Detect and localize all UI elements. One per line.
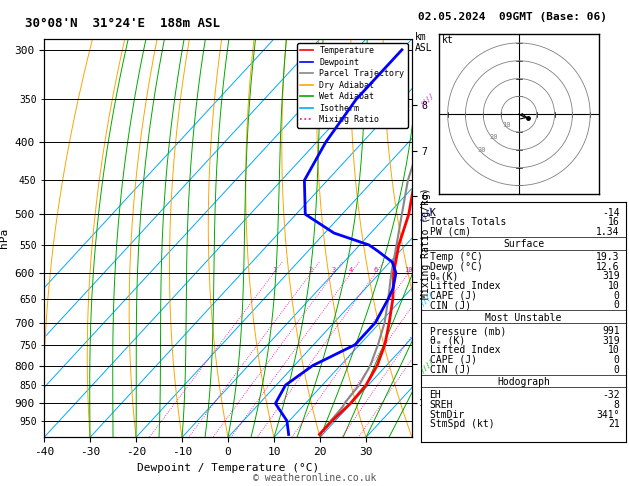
Text: -14: -14 [602, 208, 620, 218]
Text: 12.6: 12.6 [596, 261, 620, 272]
Text: 1.34: 1.34 [596, 227, 620, 237]
Text: Temp (°C): Temp (°C) [430, 252, 482, 262]
X-axis label: Dewpoint / Temperature (°C): Dewpoint / Temperature (°C) [137, 463, 319, 473]
Text: 6: 6 [374, 267, 378, 273]
Text: 19.3: 19.3 [596, 252, 620, 262]
Text: 21: 21 [608, 419, 620, 429]
Text: Lifted Index: Lifted Index [430, 281, 500, 291]
Text: 20: 20 [490, 134, 498, 140]
Text: 341°: 341° [596, 410, 620, 419]
Text: 1: 1 [272, 267, 276, 273]
Text: PW (cm): PW (cm) [430, 227, 470, 237]
Text: 30: 30 [477, 147, 486, 153]
Text: Hodograph: Hodograph [497, 377, 550, 387]
Text: 10: 10 [404, 267, 413, 273]
Text: EH: EH [430, 390, 442, 400]
Text: ////: //// [420, 206, 436, 223]
Text: 0: 0 [614, 355, 620, 365]
Text: 10: 10 [608, 346, 620, 355]
Text: km
ASL: km ASL [415, 32, 433, 53]
Text: 1LCL: 1LCL [419, 399, 439, 408]
Text: Most Unstable: Most Unstable [486, 312, 562, 323]
Text: 319: 319 [602, 336, 620, 346]
Text: ////: //// [420, 291, 436, 307]
Text: ////: //// [420, 357, 436, 374]
Text: kt: kt [442, 35, 454, 45]
Text: CAPE (J): CAPE (J) [430, 355, 477, 365]
Text: 10: 10 [608, 281, 620, 291]
Text: 991: 991 [602, 326, 620, 336]
Text: Surface: Surface [503, 239, 544, 249]
Text: K: K [430, 208, 435, 218]
Text: Pressure (mb): Pressure (mb) [430, 326, 506, 336]
Text: θₑ (K): θₑ (K) [430, 336, 465, 346]
Text: 2: 2 [309, 267, 313, 273]
Text: ////: //// [420, 91, 436, 107]
Text: CIN (J): CIN (J) [430, 364, 470, 375]
Text: Dewp (°C): Dewp (°C) [430, 261, 482, 272]
Text: 319: 319 [602, 271, 620, 281]
Text: StmSpd (kt): StmSpd (kt) [430, 419, 494, 429]
Text: CIN (J): CIN (J) [430, 300, 470, 310]
Text: StmDir: StmDir [430, 410, 465, 419]
Text: 02.05.2024  09GMT (Base: 06): 02.05.2024 09GMT (Base: 06) [418, 12, 607, 22]
Text: θₑ(K): θₑ(K) [430, 271, 459, 281]
Text: Lifted Index: Lifted Index [430, 346, 500, 355]
Text: 0: 0 [614, 291, 620, 300]
Text: Totals Totals: Totals Totals [430, 217, 506, 227]
Y-axis label: hPa: hPa [0, 228, 9, 248]
Legend: Temperature, Dewpoint, Parcel Trajectory, Dry Adiabat, Wet Adiabat, Isotherm, Mi: Temperature, Dewpoint, Parcel Trajectory… [297, 43, 408, 128]
Text: 10: 10 [502, 122, 511, 128]
Text: SREH: SREH [430, 400, 453, 410]
Text: 0: 0 [614, 364, 620, 375]
Text: 0: 0 [614, 300, 620, 310]
Text: 3: 3 [332, 267, 337, 273]
Text: Mixing Ratio (g/kg): Mixing Ratio (g/kg) [421, 187, 431, 299]
Text: CAPE (J): CAPE (J) [430, 291, 477, 300]
Text: 16: 16 [608, 217, 620, 227]
Text: 8: 8 [614, 400, 620, 410]
Text: -32: -32 [602, 390, 620, 400]
Text: 30°08'N  31°24'E  188m ASL: 30°08'N 31°24'E 188m ASL [25, 17, 220, 30]
Text: © weatheronline.co.uk: © weatheronline.co.uk [253, 473, 376, 483]
Text: 4: 4 [349, 267, 353, 273]
